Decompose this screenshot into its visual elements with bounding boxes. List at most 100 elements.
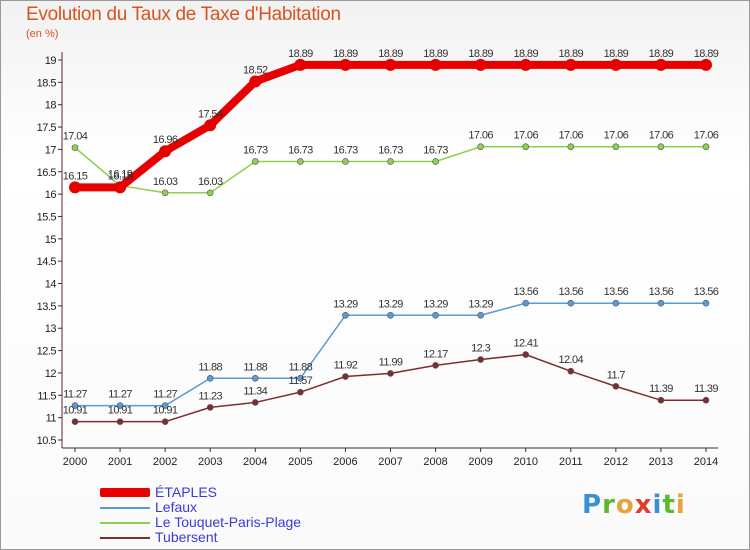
data-label-3: 11.99 [379, 356, 403, 368]
data-label-1: 13.29 [378, 298, 403, 310]
data-label-1: 13.56 [559, 286, 584, 298]
series-point-0 [474, 58, 487, 71]
y-tick-label: 13.5 [37, 301, 57, 313]
series-point-1 [161, 402, 169, 409]
data-label-1: 13.29 [423, 298, 448, 310]
series-point-0 [384, 58, 397, 71]
data-label-3: 11.39 [694, 383, 718, 395]
series-point-2 [477, 143, 484, 151]
legend-swatch-etaples [100, 488, 150, 497]
logo-letter: i [652, 490, 663, 520]
y-tick-label: 15 [45, 234, 57, 246]
logo-letter: r [602, 490, 616, 520]
legend-label-tubersent: Tubersent [155, 529, 218, 545]
y-tick-label: 14 [45, 279, 57, 291]
series-point-1 [342, 311, 349, 319]
series-point-3 [206, 404, 214, 411]
y-tick-label: 14.5 [37, 256, 57, 268]
x-tick-label: 2008 [423, 456, 447, 468]
series-point-1 [612, 299, 620, 307]
data-label-3: 10.91 [63, 405, 88, 417]
series-point-0 [609, 58, 622, 71]
y-tick-label: 13 [45, 323, 57, 335]
series-point-3 [251, 399, 259, 406]
data-label-0: 18.89 [288, 48, 313, 60]
series-point-3 [702, 396, 710, 404]
legend-label-etaples: ÉTAPLES [155, 484, 217, 500]
data-label-3: 11.92 [334, 360, 358, 372]
series-point-3 [387, 370, 394, 377]
data-label-1: 13.29 [333, 298, 358, 310]
y-tick-label: 11 [46, 413, 57, 425]
data-label-2: 16.03 [198, 176, 223, 188]
data-label-2: 17.06 [604, 130, 629, 142]
series-point-0 [564, 58, 577, 71]
data-label-1: 13.56 [513, 286, 538, 298]
data-label-3: 10.91 [108, 405, 133, 417]
data-label-0: 18.89 [468, 48, 493, 60]
x-tick-label: 2005 [288, 456, 312, 468]
legend-swatch-le-touquet [100, 522, 150, 524]
data-label-2: 16.73 [378, 144, 403, 156]
series-point-1 [387, 311, 394, 319]
data-label-0: 18.89 [423, 48, 448, 60]
series-point-2 [702, 143, 710, 151]
data-label-1: 13.29 [468, 298, 493, 310]
x-tick-label: 2000 [63, 456, 87, 468]
legend-label-le-touquet: Le Touquet-Paris-Plage [155, 514, 302, 530]
series-point-3 [522, 351, 530, 358]
data-label-2: 16.19 [108, 169, 133, 181]
y-tick-label: 18.5 [37, 77, 57, 89]
data-label-2: 17.06 [649, 130, 674, 142]
series-point-3 [297, 388, 304, 396]
series-point-3 [567, 367, 575, 375]
data-label-3: 11.57 [288, 375, 312, 387]
series-point-2 [206, 189, 214, 197]
data-label-3: 12.3 [471, 343, 490, 355]
y-tick-label: 16 [45, 189, 57, 201]
chart-title: Evolution du Taux de Taxe d'Habitation [26, 4, 341, 25]
data-label-0: 16.15 [108, 170, 133, 182]
series-point-3 [477, 356, 484, 363]
data-label-3: 12.17 [423, 348, 448, 360]
series-point-3 [71, 418, 79, 425]
data-label-2: 17.06 [694, 130, 719, 142]
x-tick-label: 2013 [649, 456, 673, 468]
data-label-3: 10.91 [153, 405, 178, 417]
series-point-0 [700, 58, 712, 71]
series-line-0 [71, 60, 710, 192]
logo-letter: t [662, 490, 676, 520]
series-point-1 [116, 402, 124, 409]
x-tick-label: 2007 [378, 456, 402, 468]
legend-label-lefaux: Lefaux [155, 499, 198, 515]
data-label-1: 11.27 [108, 389, 132, 401]
data-label-0: 16.15 [63, 170, 88, 182]
series-point-1 [206, 375, 214, 382]
y-tick-label: 19 [45, 55, 57, 67]
series-point-2 [251, 158, 259, 165]
x-tick-label: 2006 [333, 456, 357, 468]
data-label-1: 13.56 [604, 286, 629, 298]
series-point-1 [477, 311, 484, 319]
data-label-2: 17.04 [63, 131, 88, 143]
data-label-2: 16.73 [243, 144, 268, 156]
series-point-2 [71, 144, 79, 151]
data-label-0: 18.89 [333, 48, 358, 60]
series-point-2 [161, 189, 169, 197]
data-label-0: 18.89 [649, 48, 674, 60]
data-label-1: 11.88 [198, 361, 222, 373]
series-point-3 [342, 373, 349, 380]
series-point-0 [339, 58, 352, 71]
logo-letter: i [675, 490, 686, 520]
data-label-3: 11.39 [649, 383, 673, 395]
y-tick-label: 17 [45, 144, 57, 156]
chart-subtitle: (en %) [26, 28, 59, 40]
legend-swatch-lefaux [100, 507, 150, 509]
data-label-1: 11.27 [63, 389, 87, 401]
x-tick-label: 2004 [243, 456, 267, 468]
series-point-1 [432, 311, 439, 319]
series-point-0 [159, 145, 172, 158]
series-point-1 [657, 299, 665, 307]
x-tick-label: 2002 [153, 456, 177, 468]
